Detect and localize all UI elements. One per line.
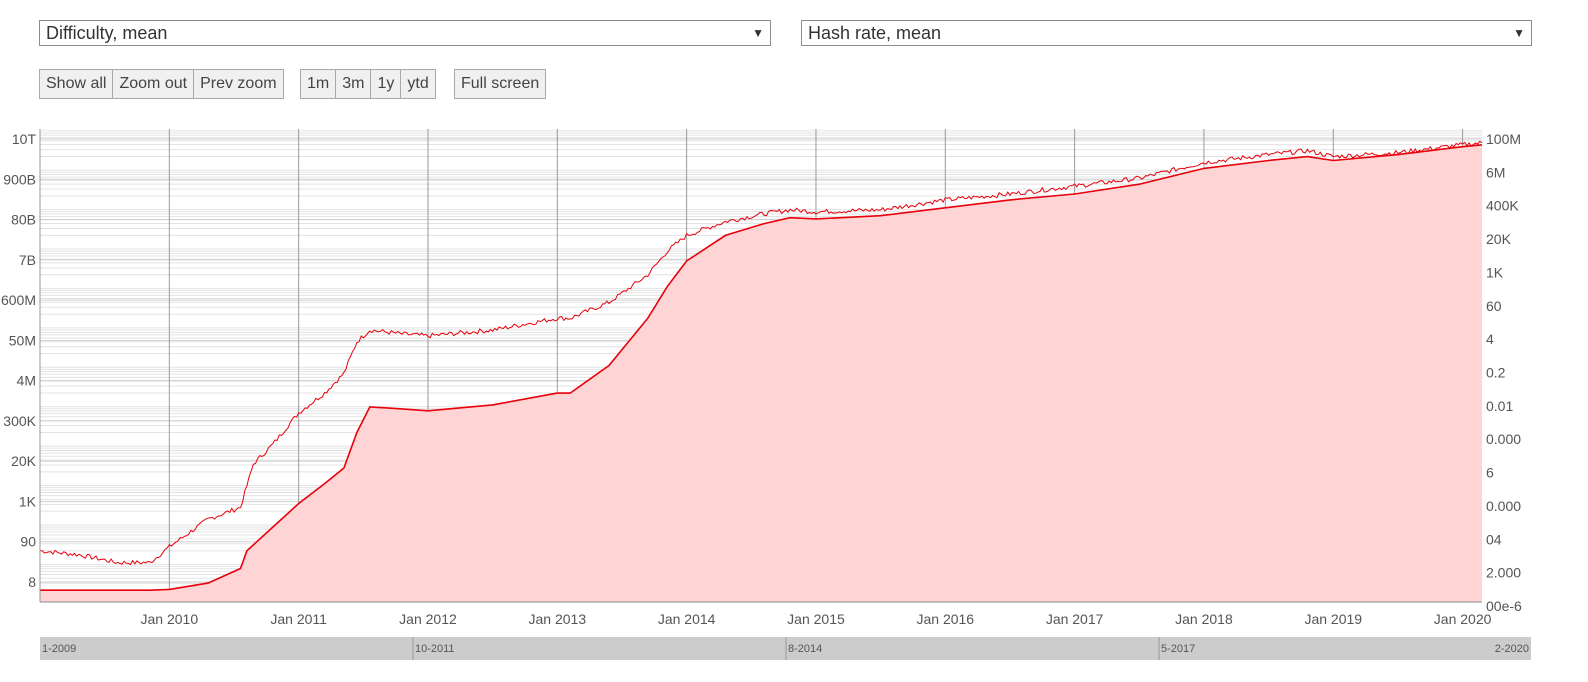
left-axis-ticks: 10T 900B 80B 7B 600M 50M 4M 300K 20K 1K 90 8 xyxy=(1,131,37,590)
right-tick-label: 1K xyxy=(1486,264,1504,280)
navigator-label: 10-2011 xyxy=(415,643,455,655)
range-1y-button[interactable]: 1y xyxy=(371,70,402,98)
right-series-select-value: Hash rate, mean xyxy=(808,23,942,43)
x-tick-label: Jan 2011 xyxy=(270,611,327,627)
x-tick-label: Jan 2017 xyxy=(1046,611,1104,627)
right-tick-label: 6 xyxy=(1486,465,1494,481)
right-tick-label: 400K xyxy=(1486,198,1519,214)
navigator-label: 5-2017 xyxy=(1161,643,1195,655)
left-tick-label: 300K xyxy=(3,413,36,429)
x-tick-label: Jan 2010 xyxy=(141,611,199,627)
chart[interactable]: 10T 900B 80B 7B 600M 50M 4M 300K 20K 1K 90 8 100M 6M… xyxy=(0,115,1588,675)
left-tick-label: 8 xyxy=(28,574,36,590)
right-tick-label: 0.01 xyxy=(1486,398,1513,414)
x-tick-label: Jan 2012 xyxy=(399,611,457,627)
right-tick-label: 100M xyxy=(1486,131,1521,147)
right-tick-label: 6M xyxy=(1486,164,1505,180)
left-tick-label: 20K xyxy=(11,453,37,469)
zoom-out-button[interactable]: Zoom out xyxy=(113,70,195,98)
hash-rate-line xyxy=(39,140,1483,566)
left-tick-label: 4M xyxy=(17,373,36,389)
show-all-button[interactable]: Show all xyxy=(40,70,114,98)
x-tick-label: Jan 2015 xyxy=(787,611,845,627)
left-tick-label: 80B xyxy=(11,212,36,228)
right-tick-label: 0.000 xyxy=(1486,431,1521,447)
left-tick-label: 7B xyxy=(19,252,36,268)
series-layer xyxy=(39,140,1483,603)
right-tick-label: 20K xyxy=(1486,231,1512,247)
left-series-select-value: Difficulty, mean xyxy=(46,23,168,43)
navigator-label: 2-2020 xyxy=(1495,643,1529,655)
range-button-group: 1m 3m 1y ytd xyxy=(300,69,436,99)
range-3m-button[interactable]: 3m xyxy=(336,70,372,98)
x-tick-label: Jan 2014 xyxy=(658,611,716,627)
difficulty-line xyxy=(40,144,1483,591)
left-tick-label: 600M xyxy=(1,292,36,308)
fullscreen-button-group: Full screen xyxy=(454,69,547,99)
right-tick-label: 00e-6 xyxy=(1486,598,1522,614)
chevron-down-icon: ▼ xyxy=(752,26,764,40)
x-axis-ticks: Jan 2010 Jan 2011 Jan 2012 Jan 2013 Jan 2014… xyxy=(141,611,1492,627)
range-ytd-button[interactable]: ytd xyxy=(401,70,435,98)
right-axis-ticks: 100M 6M 400K 20K 1K 60 4 0.2 0.01 0.000 6 0.000 04 2.… xyxy=(1486,131,1522,614)
right-tick-label: 60 xyxy=(1486,298,1502,314)
navigator-label: 8-2014 xyxy=(788,643,822,655)
right-tick-label: 0.000 xyxy=(1486,498,1521,514)
x-tick-label: Jan 2018 xyxy=(1175,611,1233,627)
right-tick-label: 2.000 xyxy=(1486,565,1521,581)
right-tick-label: 04 xyxy=(1486,531,1502,547)
left-series-select[interactable]: Difficulty, mean ▼ xyxy=(39,20,771,46)
full-screen-button[interactable]: Full screen xyxy=(455,70,546,98)
zoom-button-group: Show all Zoom out Prev zoom xyxy=(39,69,284,99)
navigator-label: 1-2009 xyxy=(42,643,76,655)
left-tick-label: 1K xyxy=(19,493,37,509)
left-tick-label: 10T xyxy=(12,131,37,147)
x-tick-label: Jan 2013 xyxy=(529,611,587,627)
prev-zoom-button[interactable]: Prev zoom xyxy=(194,70,283,98)
right-series-select[interactable]: Hash rate, mean ▼ xyxy=(801,20,1532,46)
x-tick-label: Jan 2019 xyxy=(1304,611,1362,627)
navigator[interactable]: 1-2009 10-2011 8-2014 5-2017 2-2020 xyxy=(40,637,1531,660)
right-tick-label: 4 xyxy=(1486,331,1494,347)
left-tick-label: 900B xyxy=(3,171,36,187)
right-tick-label: 0.2 xyxy=(1486,365,1506,381)
left-tick-label: 90 xyxy=(20,534,36,550)
range-1m-button[interactable]: 1m xyxy=(301,70,337,98)
x-tick-label: Jan 2016 xyxy=(916,611,974,627)
difficulty-area xyxy=(40,144,1482,603)
chevron-down-icon: ▼ xyxy=(1513,26,1525,40)
left-tick-label: 50M xyxy=(9,332,36,348)
x-tick-label: Jan 2020 xyxy=(1434,611,1492,627)
